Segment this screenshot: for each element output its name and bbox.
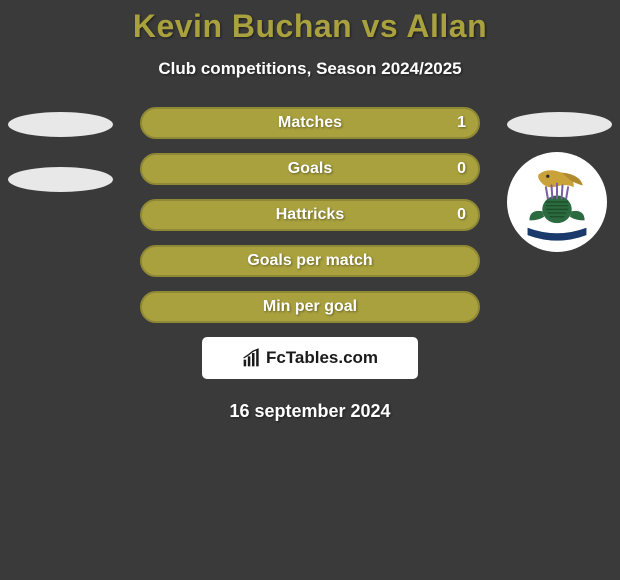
stat-bar: Goals 0 — [140, 153, 480, 185]
chart-icon — [242, 348, 262, 368]
player-avatar-placeholder — [507, 112, 612, 137]
page-subtitle: Club competitions, Season 2024/2025 — [0, 59, 620, 79]
stat-label: Goals per match — [247, 252, 372, 270]
footer-date: 16 september 2024 — [0, 401, 620, 422]
branding-text: FcTables.com — [266, 348, 378, 368]
right-player-avatars — [507, 97, 612, 252]
stat-label: Goals — [288, 160, 332, 178]
stat-bars: Matches 1 Goals 0 Hattricks 0 Goals per … — [140, 107, 480, 323]
page-title: Kevin Buchan vs Allan — [0, 8, 620, 45]
stat-bar: Matches 1 — [140, 107, 480, 139]
comparison-area: Matches 1 Goals 0 Hattricks 0 Goals per … — [0, 107, 620, 422]
left-player-avatars — [8, 97, 113, 222]
stat-value-right: 0 — [457, 206, 466, 224]
stat-label: Min per goal — [263, 298, 357, 316]
club-crest — [507, 152, 607, 252]
stat-label: Matches — [278, 114, 342, 132]
stat-value-right: 0 — [457, 160, 466, 178]
club-avatar-placeholder — [8, 167, 113, 192]
stat-bar: Hattricks 0 — [140, 199, 480, 231]
stat-label: Hattricks — [276, 206, 344, 224]
branding-badge: FcTables.com — [202, 337, 418, 379]
stat-bar: Goals per match — [140, 245, 480, 277]
stat-bar: Min per goal — [140, 291, 480, 323]
stat-value-right: 1 — [457, 114, 466, 132]
player-avatar-placeholder — [8, 112, 113, 137]
crest-icon — [511, 156, 603, 248]
